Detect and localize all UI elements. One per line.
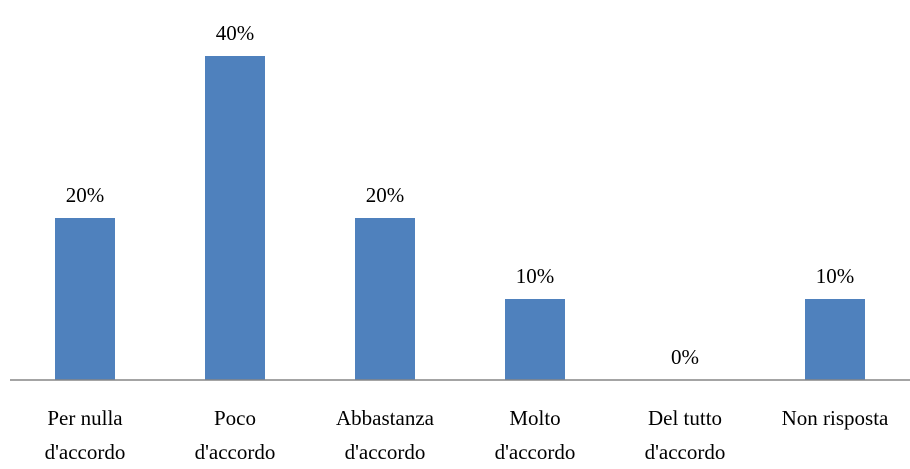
- bar-5: [805, 299, 865, 380]
- category-label-2-line-0: Abbastanza: [336, 406, 435, 430]
- data-labels-group: 20% 40% 20% 10% 0% 10%: [66, 21, 855, 369]
- category-label-1-line-1: d'accordo: [195, 440, 276, 464]
- bar-0: [55, 218, 115, 380]
- category-label-0-line-1: d'accordo: [45, 440, 126, 464]
- bar-3: [505, 299, 565, 380]
- category-label-3: Molto d'accordo: [495, 406, 576, 464]
- category-label-4-line-1: d'accordo: [645, 440, 726, 464]
- category-label-2-line-1: d'accordo: [345, 440, 426, 464]
- data-label-0: 20%: [66, 183, 105, 207]
- category-label-5: Non risposta: [782, 406, 889, 430]
- data-label-4: 0%: [671, 345, 699, 369]
- bar-1: [205, 56, 265, 380]
- category-label-0: Per nulla d'accordo: [45, 406, 126, 464]
- category-label-3-line-1: d'accordo: [495, 440, 576, 464]
- category-label-1: Poco d'accordo: [195, 406, 276, 464]
- bar-2: [355, 218, 415, 380]
- bars-group: [55, 56, 865, 380]
- data-label-2: 20%: [366, 183, 405, 207]
- category-label-1-line-0: Poco: [214, 406, 256, 430]
- data-label-3: 10%: [516, 264, 555, 288]
- category-label-0-line-0: Per nulla: [47, 406, 123, 430]
- category-label-5-line-0: Non risposta: [782, 406, 889, 430]
- category-label-3-line-0: Molto: [509, 406, 560, 430]
- category-label-4: Del tutto d'accordo: [645, 406, 726, 464]
- category-label-4-line-0: Del tutto: [648, 406, 722, 430]
- data-label-5: 10%: [816, 264, 855, 288]
- data-label-1: 40%: [216, 21, 255, 45]
- category-label-2: Abbastanza d'accordo: [336, 406, 435, 464]
